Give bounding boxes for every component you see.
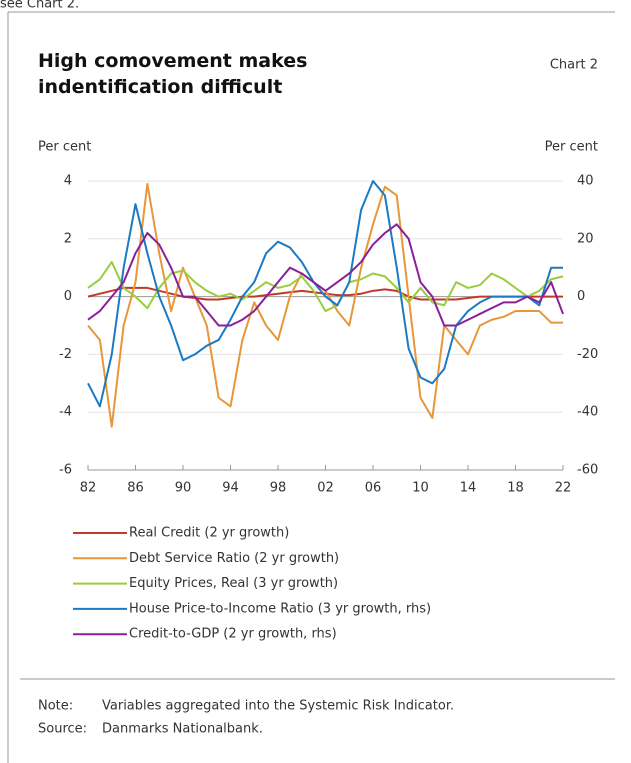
intro-text: see Chart 2.: [0, 0, 79, 12]
legend-label: House Price-to-Income Ratio (3 yr growth…: [129, 601, 431, 616]
y-tick-label: -2: [59, 347, 72, 362]
y2-tick-label: -40: [577, 405, 598, 420]
y-tick-label: 4: [64, 174, 72, 189]
x-tick-label: 86: [127, 481, 144, 496]
legend-label: Credit-to-GDP (2 yr growth, rhs): [129, 627, 337, 642]
y-label: Per cent: [38, 140, 91, 155]
y-tick-label: -6: [59, 463, 72, 478]
y2-tick-label: 0: [577, 289, 585, 304]
x-tick-label: 06: [365, 481, 382, 496]
x-tick-label: 22: [555, 481, 572, 496]
x-tick-label: 98: [270, 481, 287, 496]
y-tick-label: 2: [64, 231, 72, 246]
series-line: [87, 260, 564, 313]
x-tick-label: 02: [317, 481, 334, 496]
x-tick-label: 82: [80, 481, 97, 496]
note: Variables aggregated into the Systemic R…: [102, 699, 454, 714]
x-tick-label: 14: [460, 481, 477, 496]
legend-label: Debt Service Ratio (2 yr growth): [129, 551, 339, 566]
y-tick-label: -4: [59, 405, 72, 420]
y2-tick-label: 40: [577, 174, 594, 189]
y2-tick-label: -20: [577, 347, 598, 362]
legend-label: Real Credit (2 yr growth): [129, 526, 289, 541]
y2-tick-label: 20: [577, 231, 594, 246]
x-tick-label: 10: [412, 481, 429, 496]
note-label: Note:: [38, 699, 73, 714]
x-tick-label: 18: [507, 481, 524, 496]
y-tick-label: 0: [64, 289, 72, 304]
source-label: Source:: [38, 722, 87, 737]
chart-label: Chart 2: [550, 58, 598, 73]
x-tick-label: 90: [175, 481, 192, 496]
x-tick-label: 94: [222, 481, 239, 496]
series-line: [87, 182, 563, 428]
chart-title: High comovement makes indentification di…: [38, 50, 308, 98]
series-line: [87, 180, 563, 408]
source: Danmarks Nationalbank.: [102, 722, 263, 737]
legend-label: Equity Prices, Real (3 yr growth): [129, 576, 338, 591]
y2-label: Per cent: [545, 140, 598, 155]
y2-tick-label: -60: [577, 463, 598, 478]
series-line: [87, 223, 564, 327]
